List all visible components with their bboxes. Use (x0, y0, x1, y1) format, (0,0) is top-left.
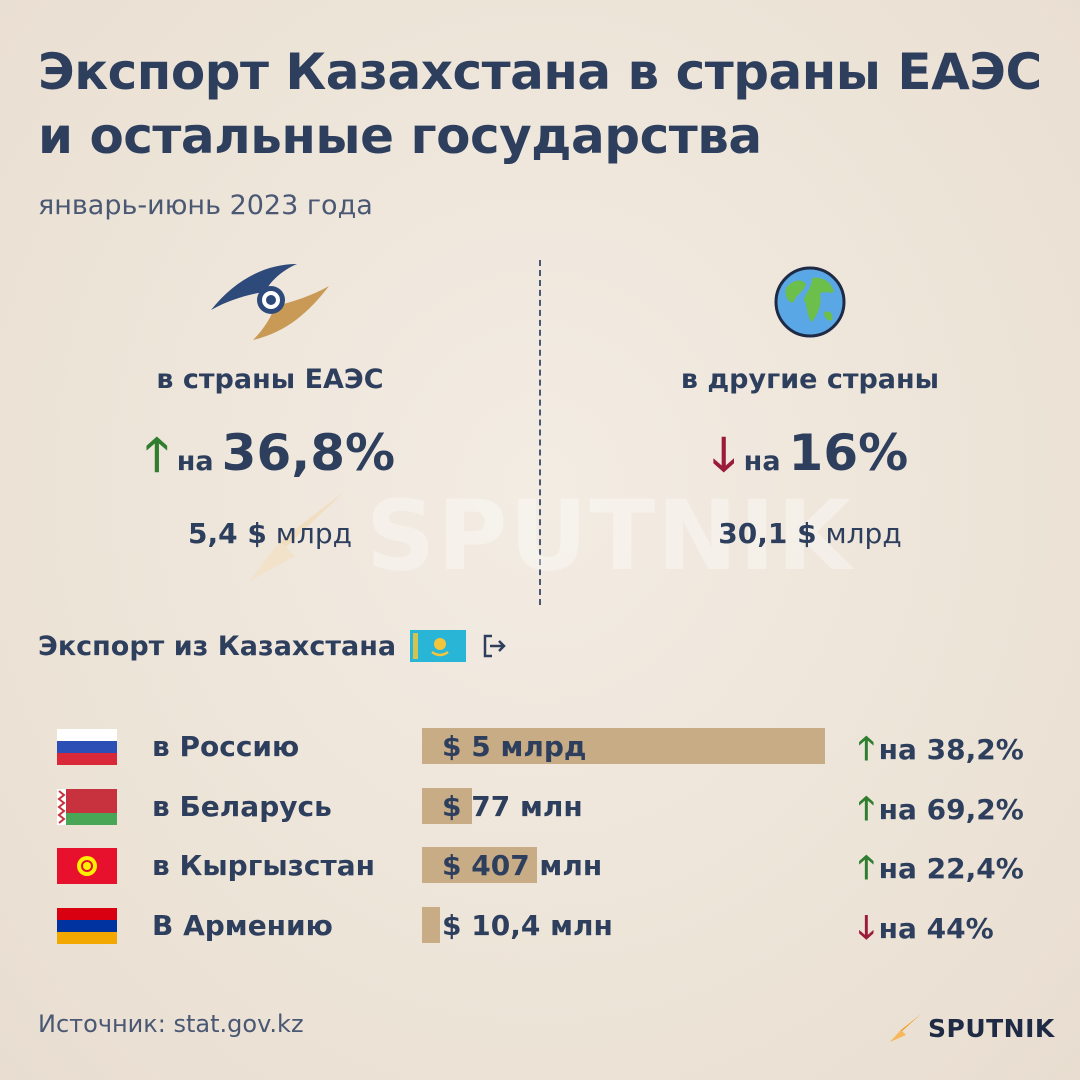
eaeu-amount-unit: млрд (275, 517, 352, 550)
growth-text: на 44% (878, 912, 994, 945)
bar-value-label: $ 77 млн (442, 790, 583, 823)
growth-label: 🡑 на 69,2% (858, 786, 1024, 840)
armenia-flag-icon (57, 908, 117, 944)
eaeu-change-percent: 36,8% (221, 424, 396, 482)
kazakhstan-flag-icon (410, 630, 467, 662)
country-name: В Армению (152, 909, 333, 942)
other-countries-change: 🡓 на 16% (540, 421, 1080, 499)
bar (422, 847, 537, 883)
page-title: Экспорт Казахстана в страны ЕАЭС и остал… (38, 43, 1042, 165)
bar (422, 728, 825, 764)
other-countries-amount-value: 30,1 $ (718, 517, 817, 550)
eaeu-amount: 5,4 $ млрд (0, 517, 540, 550)
page-subtitle: январь-июнь 2023 года (38, 190, 373, 221)
bar-value-label: $ 407 млн (442, 849, 603, 882)
sputnik-logo: SPUTNIK (888, 1012, 1055, 1044)
list-item: в Россию $ 5 млрд 🡑 на 38,2% (0, 726, 1080, 772)
globe-icon (540, 262, 1080, 342)
arrow-up-icon: 🡑 (858, 848, 875, 886)
country-name: в Россию (152, 730, 300, 763)
russia-flag-icon (57, 729, 117, 765)
bar (422, 788, 472, 824)
other-countries-label: в другие страны (680, 364, 940, 395)
sputnik-logo-icon (890, 1014, 921, 1042)
list-item: в Кыргызстан $ 407 млн 🡑 на 22,4% (0, 845, 1080, 891)
source-note: Источник: stat.gov.kz (38, 1010, 304, 1038)
list-item: В Армению $ 10,4 млн 🡓 на 44% (0, 905, 1080, 951)
eaeu-amount-value: 5,4 $ (188, 517, 267, 550)
eaeu-emblem-icon (0, 262, 540, 342)
growth-text: на 69,2% (878, 793, 1024, 826)
other-countries-amount-unit: млрд (825, 517, 902, 550)
bar-value-label: $ 10,4 млн (442, 909, 613, 942)
growth-label: 🡑 на 22,4% (858, 845, 1024, 899)
eaeu-label: в страны ЕАЭС (156, 364, 384, 395)
country-name: в Кыргызстан (152, 849, 376, 882)
arrow-down-icon: 🡓 (711, 427, 736, 481)
section-title: Экспорт из Казахстана (38, 630, 508, 662)
arrow-up-icon: 🡑 (144, 427, 169, 481)
growth-text: на 22,4% (878, 852, 1024, 885)
eaeu-change-prefix: на (176, 446, 214, 477)
other-countries-amount: 30,1 $ млрд (540, 517, 1080, 550)
arrow-down-icon: 🡓 (858, 908, 875, 946)
arrow-up-icon: 🡑 (858, 789, 875, 827)
bar (422, 907, 440, 943)
eaeu-change: 🡑 на 36,8% (0, 421, 540, 499)
kyrgyzstan-flag-icon (57, 848, 117, 884)
growth-label: 🡓 на 44% (858, 905, 994, 959)
growth-label: 🡑 на 38,2% (858, 726, 1024, 780)
belarus-flag-icon (57, 789, 117, 825)
list-item: в Беларусь $ 77 млн 🡑 на 69,2% (0, 786, 1080, 832)
other-countries-summary: в другие страны 🡓 на 16% 30,1 $ млрд (540, 262, 1080, 550)
bar-value-label: $ 5 млрд (442, 730, 587, 763)
logo-text: SPUTNIK (928, 1013, 1055, 1043)
section-title-text: Экспорт из Казахстана (38, 630, 397, 662)
other-countries-change-prefix: на (743, 446, 781, 477)
growth-text: на 38,2% (878, 733, 1024, 766)
dashed-divider (539, 260, 541, 605)
eaeu-summary: в страны ЕАЭС 🡑 на 36,8% 5,4 $ млрд (0, 262, 540, 550)
arrow-up-icon: 🡑 (858, 729, 875, 767)
export-icon (483, 634, 506, 658)
country-name: в Беларусь (152, 790, 332, 823)
other-countries-change-percent: 16% (788, 424, 909, 482)
